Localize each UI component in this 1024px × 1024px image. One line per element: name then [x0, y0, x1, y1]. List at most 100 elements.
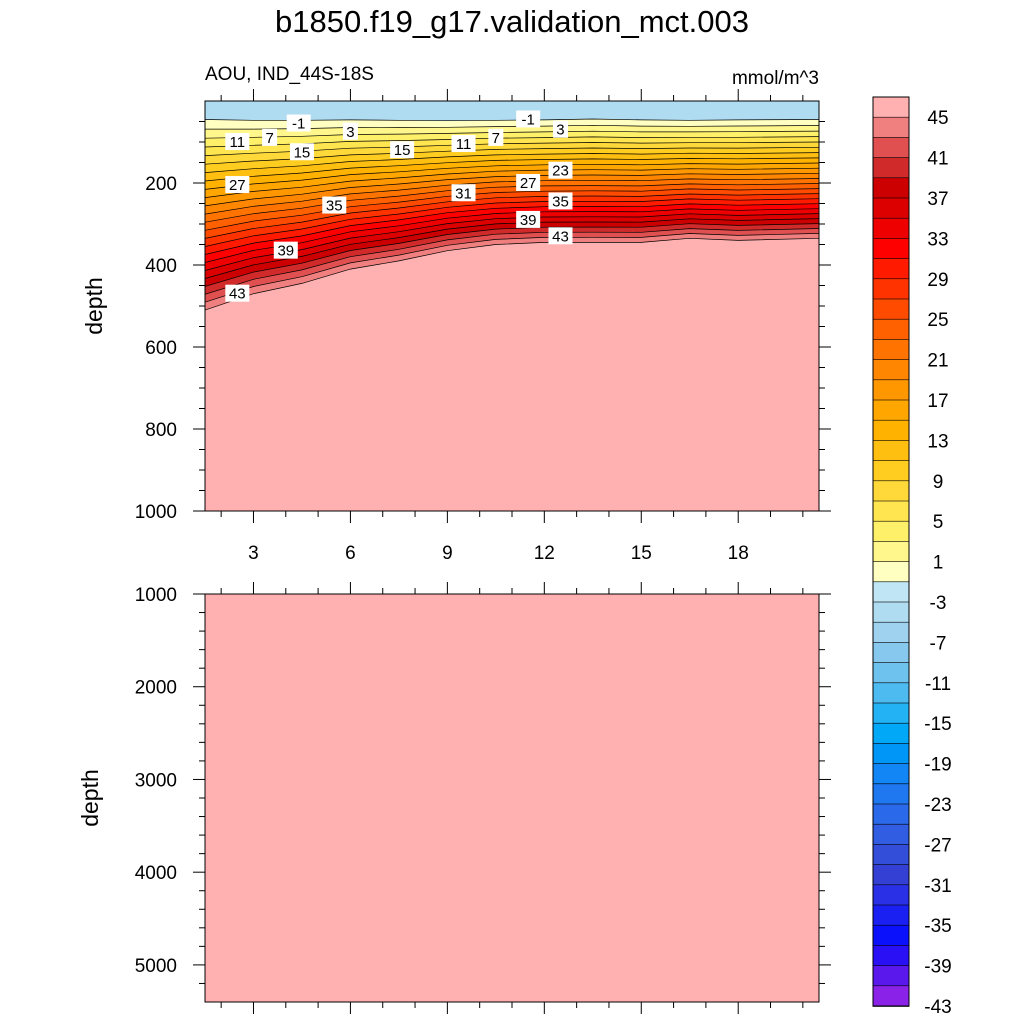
contour-label: 7	[265, 130, 273, 147]
contour-label: 7	[492, 130, 500, 147]
contour-label-box	[322, 196, 347, 214]
contour-label-box	[451, 135, 476, 153]
contour-line-31	[205, 203, 819, 255]
upper-y-axis-label: depth	[81, 277, 107, 335]
units-label: mmol/m^3	[731, 68, 819, 89]
lower-panel-fill	[205, 594, 819, 1002]
contour-label: 11	[230, 134, 246, 151]
colorbar-swatch	[872, 763, 910, 785]
contour-label-box	[451, 184, 476, 202]
colorbar-swatch	[872, 965, 910, 987]
contour-label: 3	[556, 122, 564, 139]
colorbar-swatch	[872, 702, 910, 725]
colorbar-swatch	[872, 137, 910, 159]
contour-label: 39	[520, 212, 537, 229]
y-tick-label: 2000	[135, 678, 177, 699]
contour-label-box	[390, 141, 415, 159]
contour-line-33	[205, 208, 819, 263]
colorbar-swatch	[872, 96, 910, 119]
colorbar-swatch	[872, 884, 910, 906]
colorbar-swatch	[872, 197, 910, 220]
contour-label: 35	[552, 193, 569, 210]
colorbar-swatch	[872, 238, 910, 260]
colorbar-label: 17	[927, 391, 948, 412]
x-tick-label: 12	[534, 543, 555, 564]
colorbar-label: 1	[933, 553, 944, 574]
contour-label: 23	[552, 163, 569, 180]
y-tick-label: 1000	[135, 585, 177, 606]
contour-label-box	[286, 114, 311, 132]
contour-line-27	[205, 193, 819, 239]
contour-label-box	[548, 192, 573, 210]
contour-label: 11	[456, 136, 472, 153]
contour-label: 43	[552, 228, 569, 245]
contour-label-box	[225, 133, 250, 150]
y-tick-label: 1000	[135, 502, 177, 523]
colorbar-label: 45	[927, 108, 948, 129]
contour-label-box	[488, 128, 504, 146]
contour-label-box	[342, 122, 358, 140]
colorbar-label: -39	[924, 957, 951, 978]
colorbar-swatch	[872, 985, 910, 1007]
colorbar-label: 13	[927, 431, 948, 452]
contour-label: 15	[294, 144, 311, 161]
contour-line-19	[205, 172, 819, 207]
colorbar-label: -35	[924, 916, 951, 937]
contour-label: 31	[455, 185, 472, 202]
y-tick-label: 800	[145, 420, 177, 441]
contour-label-box	[548, 227, 573, 245]
variable-region-label: AOU, IND_44S-18S	[205, 64, 374, 85]
contour-label: -1	[521, 111, 534, 128]
colorbar-label: -15	[924, 714, 951, 735]
colorbar-swatch	[872, 318, 910, 341]
contour-label-box	[289, 143, 314, 161]
contour-band-45	[205, 238, 819, 511]
lower-panel-field	[205, 594, 819, 1002]
colorbar-label: -43	[924, 997, 951, 1018]
colorbar-swatch	[872, 803, 910, 826]
colorbar-label: 9	[933, 472, 944, 493]
colorbar-swatch	[872, 541, 910, 563]
colorbar-swatch	[872, 419, 910, 442]
colorbar-swatch	[872, 864, 910, 886]
y-tick-label: 5000	[135, 956, 177, 977]
colorbar-label: -31	[924, 876, 951, 897]
y-tick-label: 200	[145, 174, 177, 195]
contour-label: 3	[346, 124, 354, 141]
contour-label-box	[552, 120, 568, 138]
colorbar-swatch	[872, 157, 910, 179]
contour-label: 27	[520, 175, 537, 192]
colorbar-swatch	[872, 399, 910, 422]
colorbar-swatch	[872, 621, 910, 644]
contour-label: 27	[229, 177, 246, 194]
colorbar-swatch	[872, 480, 910, 502]
x-tick-label: 18	[728, 543, 749, 564]
x-tick-label: 6	[345, 543, 356, 564]
colorbar-swatch	[872, 177, 910, 199]
contour-line-37	[205, 218, 819, 279]
colorbar-swatch	[872, 116, 910, 139]
colorbar-swatch	[872, 601, 910, 624]
y-tick-label: 4000	[135, 863, 177, 884]
colorbar: 45 41 37 33 29 25 21 17 13 9 5 1 -3 -7 -11 -15 -19 -23 -27…	[872, 96, 952, 1018]
colorbar-swatch	[872, 904, 910, 927]
colorbar-swatch	[872, 642, 910, 664]
colorbar-swatch	[872, 743, 910, 765]
colorbar-label: 25	[927, 310, 948, 331]
contour-label: 35	[326, 198, 343, 215]
y-tick-label: 400	[145, 256, 177, 277]
colorbar-swatch	[872, 561, 910, 583]
contour-line-39	[205, 223, 819, 287]
colorbar-swatch	[872, 379, 910, 401]
contour-line-13	[205, 157, 819, 182]
panel-axes: 200 400 600 800 1000 3 6 9 12 15 18 depth 1000 2000 30…	[77, 89, 831, 1014]
colorbar-swatch	[872, 662, 910, 684]
colorbar-label: -27	[924, 835, 951, 856]
contour-label-box	[225, 176, 250, 194]
colorbar-swatch	[872, 520, 910, 543]
colorbar-label: -7	[930, 633, 947, 654]
colorbar-swatch	[872, 844, 910, 866]
colorbar-label: 29	[927, 270, 948, 291]
upper-panel-contour-fills	[205, 101, 819, 511]
